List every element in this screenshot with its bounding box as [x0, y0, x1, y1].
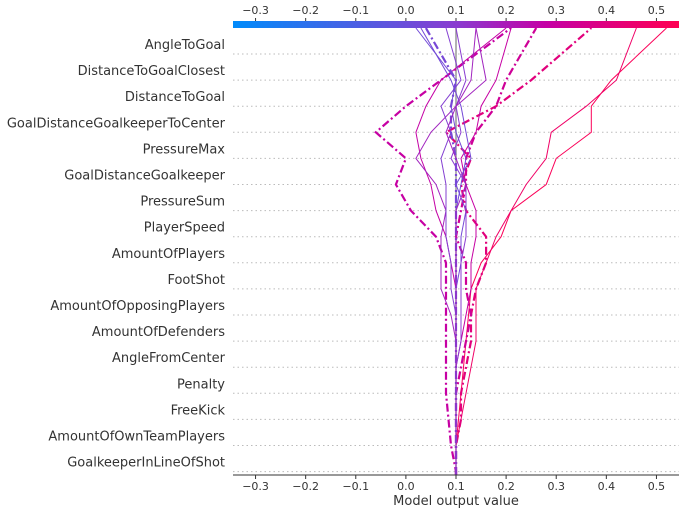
decision-line-7	[455, 27, 512, 475]
bottom-tick-label: −0.3	[242, 480, 269, 493]
bottom-tick-label: 0.2	[497, 480, 515, 493]
bottom-tick-label: −0.1	[342, 480, 369, 493]
feature-label: PressureSum	[140, 195, 225, 210]
bottom-tick-label: 0.1	[447, 480, 465, 493]
bottom-tick-label: 0.3	[547, 480, 565, 493]
decision-line-4	[454, 27, 538, 475]
feature-label: FreeKick	[171, 403, 226, 418]
decision-line-6	[415, 27, 487, 475]
feature-label: GoalDistanceGoalkeeper	[64, 169, 225, 184]
top-tick-label: 0.2	[497, 4, 515, 17]
feature-label: Penalty	[177, 377, 225, 392]
top-tick-label: 0.0	[397, 4, 415, 17]
bottom-tick-label: 0.5	[648, 480, 666, 493]
top-tick-label: 0.1	[447, 4, 465, 17]
colorbar	[233, 21, 679, 28]
top-tick-label: 0.4	[598, 4, 616, 17]
feature-label: AmountOfOpposingPlayers	[50, 299, 225, 314]
feature-label: AmountOfPlayers	[112, 247, 225, 262]
bottom-tick-label: 0.0	[397, 480, 415, 493]
x-axis-label: Model output value	[393, 494, 519, 509]
decision-line-3	[374, 27, 512, 475]
feature-label: FootShot	[167, 273, 225, 288]
feature-label: GoalDistanceGoalkeeperToCenter	[7, 116, 226, 131]
feature-label: AmountOfOwnTeamPlayers	[48, 430, 225, 445]
top-tick-label: −0.1	[342, 4, 369, 17]
feature-label: AngleFromCenter	[112, 351, 226, 366]
feature-label: GoalkeeperInLineOfShot	[67, 456, 225, 471]
top-tick-label: 0.5	[648, 4, 666, 17]
bottom-tick-label: −0.2	[292, 480, 319, 493]
feature-label: DistanceToGoalClosest	[78, 64, 225, 79]
decision-line-0	[455, 27, 667, 475]
top-tick-label: 0.3	[547, 4, 565, 17]
top-tick-label: −0.3	[242, 4, 269, 17]
feature-label: DistanceToGoal	[125, 90, 225, 105]
decision-line-10	[440, 27, 462, 475]
feature-label: AngleToGoal	[145, 38, 225, 53]
decision-line-13	[445, 27, 477, 475]
feature-label: PlayerSpeed	[144, 221, 225, 236]
top-tick-label: −0.2	[292, 4, 319, 17]
feature-label: AmountOfDefenders	[92, 325, 225, 340]
feature-label: PressureMax	[143, 142, 226, 157]
decision-line-1	[455, 27, 637, 475]
bottom-tick-label: 0.4	[598, 480, 616, 493]
decision-line-2	[444, 27, 593, 475]
